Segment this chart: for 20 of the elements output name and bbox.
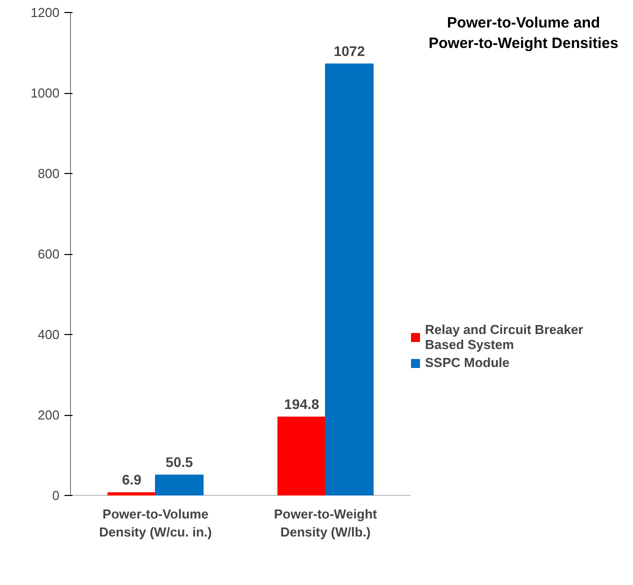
data-label: 194.8 bbox=[284, 396, 320, 412]
legend-label: SSPC Module bbox=[425, 355, 510, 370]
x-tick-label: Power-to-Weight Density (W/lb.) bbox=[274, 506, 378, 540]
bar bbox=[277, 416, 326, 496]
bar bbox=[107, 492, 156, 496]
data-label: 6.9 bbox=[122, 472, 142, 488]
bar bbox=[155, 474, 204, 496]
data-label: 50.5 bbox=[166, 454, 194, 470]
x-tick-label: Power-to-Volume Density (W/cu. in.) bbox=[99, 506, 212, 540]
y-tick-label: 800 bbox=[38, 166, 60, 181]
legend-label: Relay and Circuit Breaker Based System bbox=[425, 322, 584, 352]
bar bbox=[325, 64, 374, 496]
y-tick-label: 200 bbox=[38, 408, 60, 422]
y-tick-label: 1000 bbox=[30, 86, 60, 100]
y-tick-label: 0 bbox=[52, 488, 60, 503]
text: Power-to-Volume and Power-to-Weight Densities bbox=[428, 14, 618, 52]
y-tick-label: 600 bbox=[38, 246, 60, 262]
data-label: 1072 bbox=[334, 43, 366, 60]
y-tick-label: 400 bbox=[38, 327, 60, 342]
y-tick-label: 1200 bbox=[30, 5, 60, 20]
